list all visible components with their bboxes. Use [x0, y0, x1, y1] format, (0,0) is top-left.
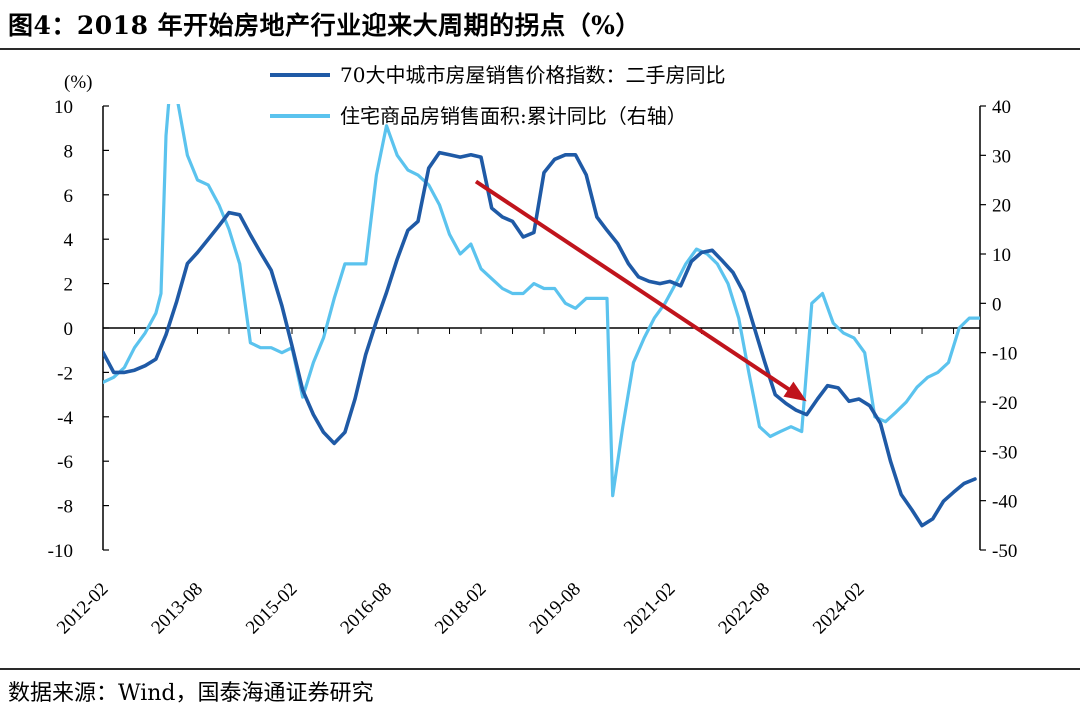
x-tick-label: 2022-08 — [714, 579, 774, 639]
right-tick-label: 20 — [992, 196, 1011, 217]
legend-label: 70大中城市房屋销售价格指数：二手房同比 — [340, 63, 725, 87]
trend-arrow-shaft — [474, 179, 796, 395]
series-line-residential-sales-area — [103, 104, 980, 498]
trend-arrow-layer — [474, 179, 807, 402]
left-tick-label: 4 — [64, 230, 74, 251]
x-tick-label: 2016-08 — [336, 579, 396, 639]
left-tick-label: -10 — [48, 541, 73, 562]
title-divider — [0, 48, 1080, 50]
chart-axes: 1086420-2-4-6-8-10(%)403020100-10-20-30-… — [48, 72, 1018, 638]
left-tick-label: -6 — [57, 452, 73, 473]
right-tick-label: 30 — [992, 146, 1011, 167]
left-tick-label: -2 — [57, 363, 73, 384]
source-note: 数据来源：Wind，国泰海通证券研究 — [8, 681, 374, 706]
series-layer — [103, 104, 980, 528]
x-tick-label: 2019-08 — [525, 579, 585, 639]
right-tick-label: -40 — [992, 492, 1017, 513]
trend-arrow-head — [783, 381, 807, 402]
x-tick-label: 2012-02 — [53, 579, 113, 639]
x-tick-label: 2015-02 — [242, 579, 302, 639]
left-axis-unit: (%) — [64, 72, 92, 93]
right-tick-label: 40 — [992, 97, 1011, 118]
x-tick-label: 2024-02 — [809, 579, 869, 639]
left-tick-label: 2 — [64, 275, 74, 296]
dual-axis-line-chart: 1086420-2-4-6-8-10(%)403020100-10-20-30-… — [48, 63, 1018, 638]
left-tick-label: -4 — [57, 408, 73, 429]
chart-title: 图4：2018 年开始房地产行业迎来大周期的拐点（%） — [8, 11, 641, 40]
left-tick-label: -8 — [57, 497, 73, 518]
right-tick-label: -10 — [992, 344, 1017, 365]
right-tick-label: -30 — [992, 442, 1017, 463]
series-line-secondhand-price-index — [103, 150, 977, 528]
left-tick-label: 10 — [54, 97, 73, 118]
right-tick-label: 0 — [992, 294, 1002, 315]
x-tick-label: 2013-08 — [147, 579, 207, 639]
x-tick-label: 2018-02 — [431, 579, 491, 639]
x-tick-label: 2021-02 — [620, 579, 680, 639]
left-tick-label: 6 — [64, 186, 74, 207]
left-tick-label: 0 — [64, 319, 74, 340]
right-tick-label: -20 — [992, 393, 1017, 414]
right-tick-label: 10 — [992, 245, 1011, 266]
right-tick-label: -50 — [992, 541, 1017, 562]
source-divider — [0, 668, 1080, 670]
legend-label: 住宅商品房销售面积:累计同比（右轴） — [340, 104, 687, 128]
left-tick-label: 8 — [64, 141, 74, 162]
